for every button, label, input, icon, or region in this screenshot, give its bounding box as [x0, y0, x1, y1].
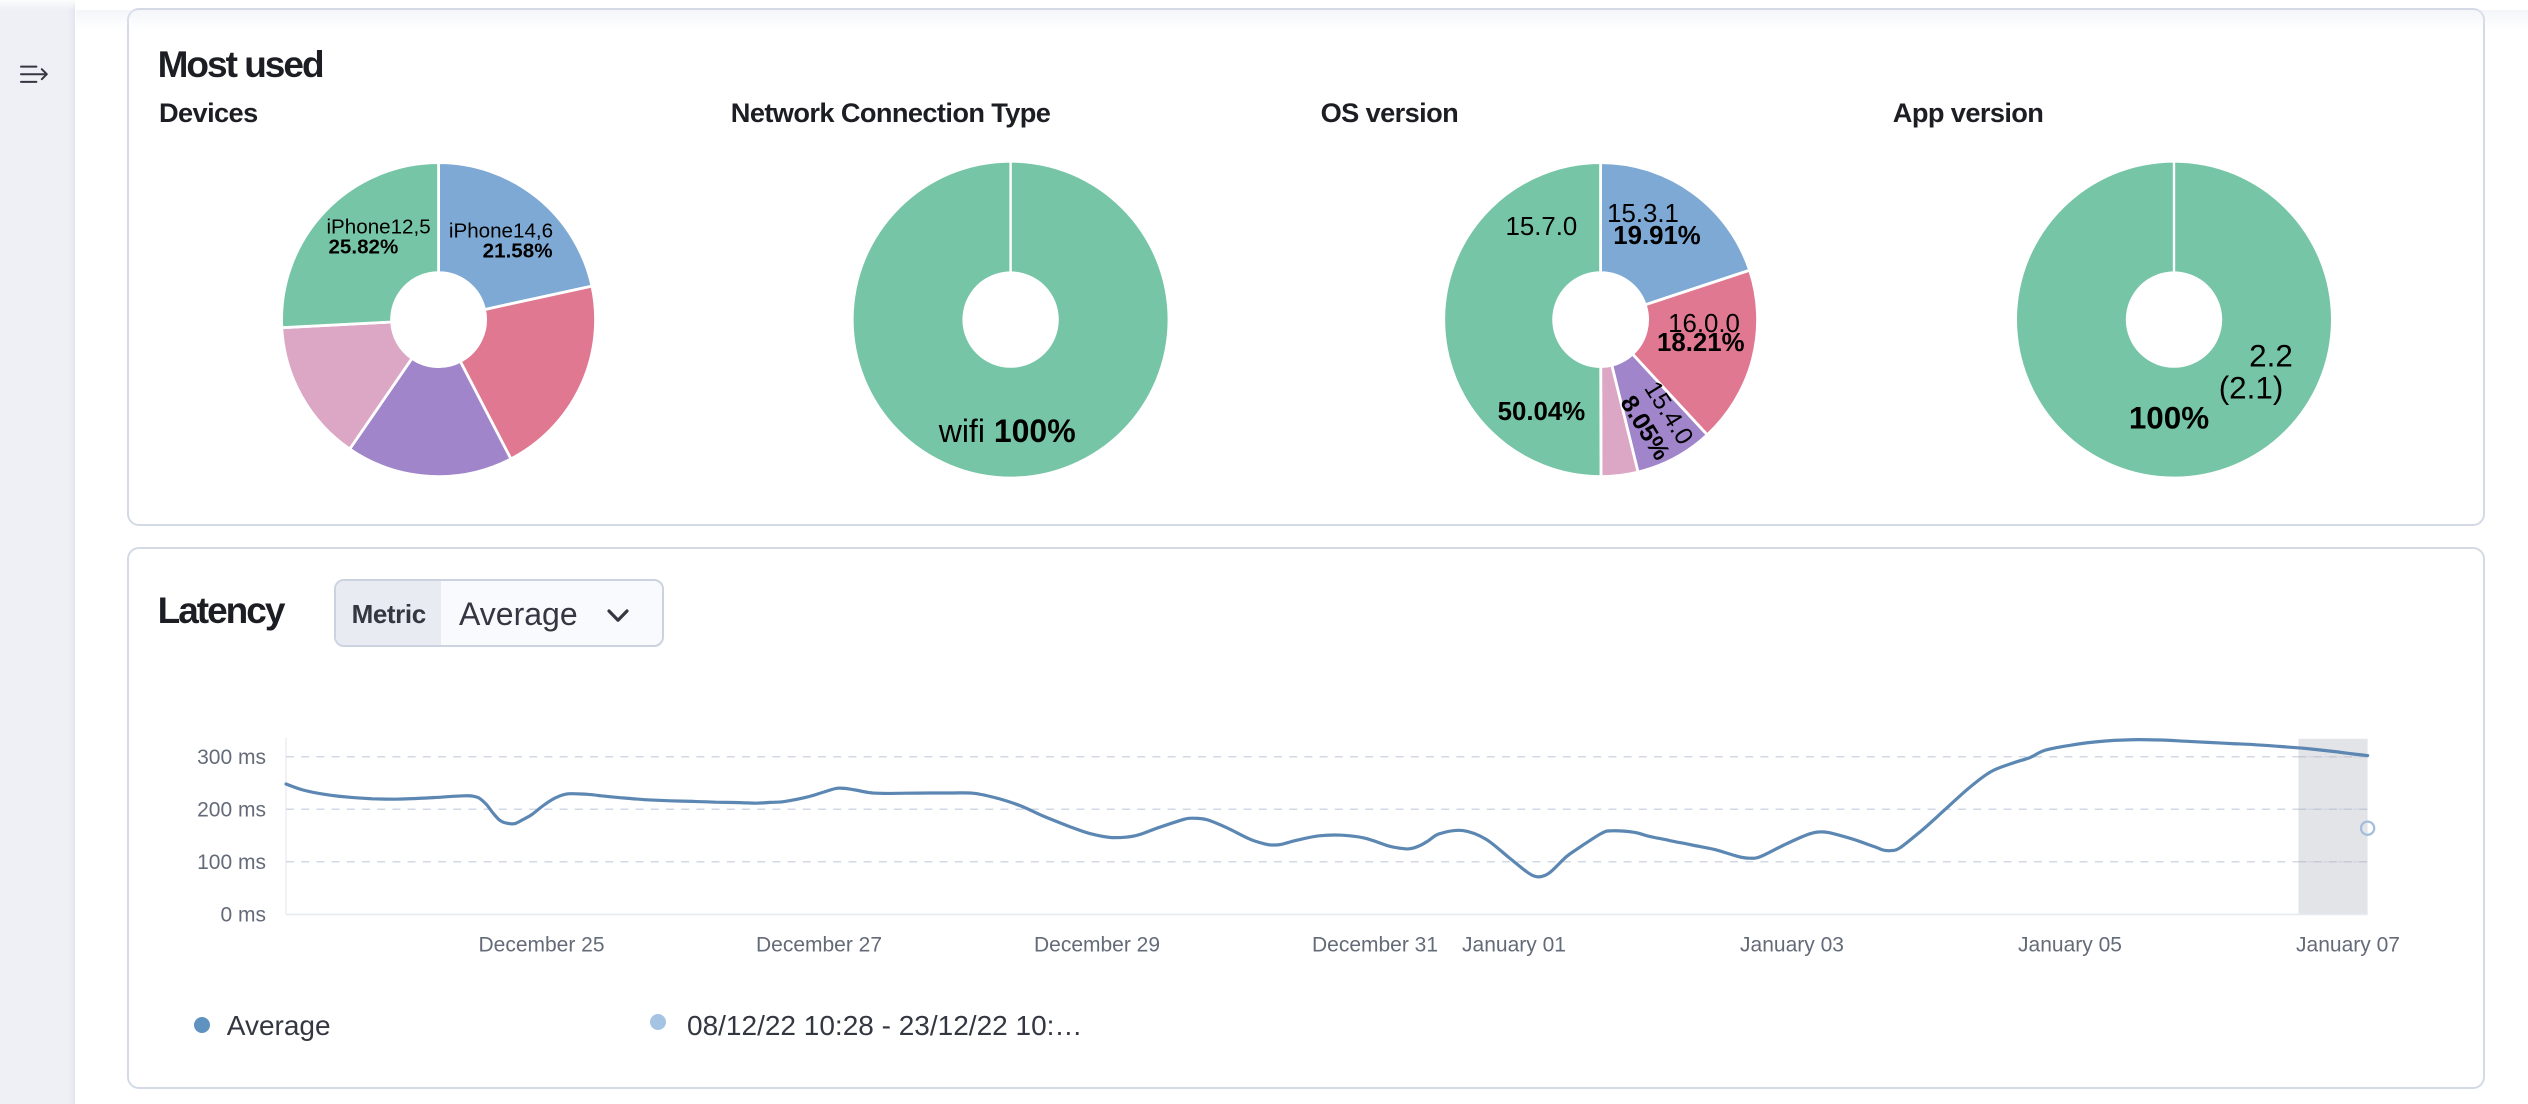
- svg-text:January 03: January 03: [1740, 934, 1844, 957]
- svg-text:December 27: December 27: [756, 934, 882, 957]
- svg-text:200 ms: 200 ms: [197, 799, 266, 822]
- svg-text:100 ms: 100 ms: [197, 851, 266, 874]
- svg-text:January 07: January 07: [2296, 934, 2400, 957]
- svg-text:0 ms: 0 ms: [220, 904, 266, 927]
- svg-text:December 29: December 29: [1034, 934, 1160, 957]
- svg-text:December 31: December 31: [1312, 934, 1438, 957]
- svg-text:January 01: January 01: [1462, 934, 1566, 957]
- svg-text:January 05: January 05: [2018, 934, 2122, 957]
- svg-text:December 25: December 25: [478, 934, 604, 957]
- svg-text:300 ms: 300 ms: [197, 746, 266, 769]
